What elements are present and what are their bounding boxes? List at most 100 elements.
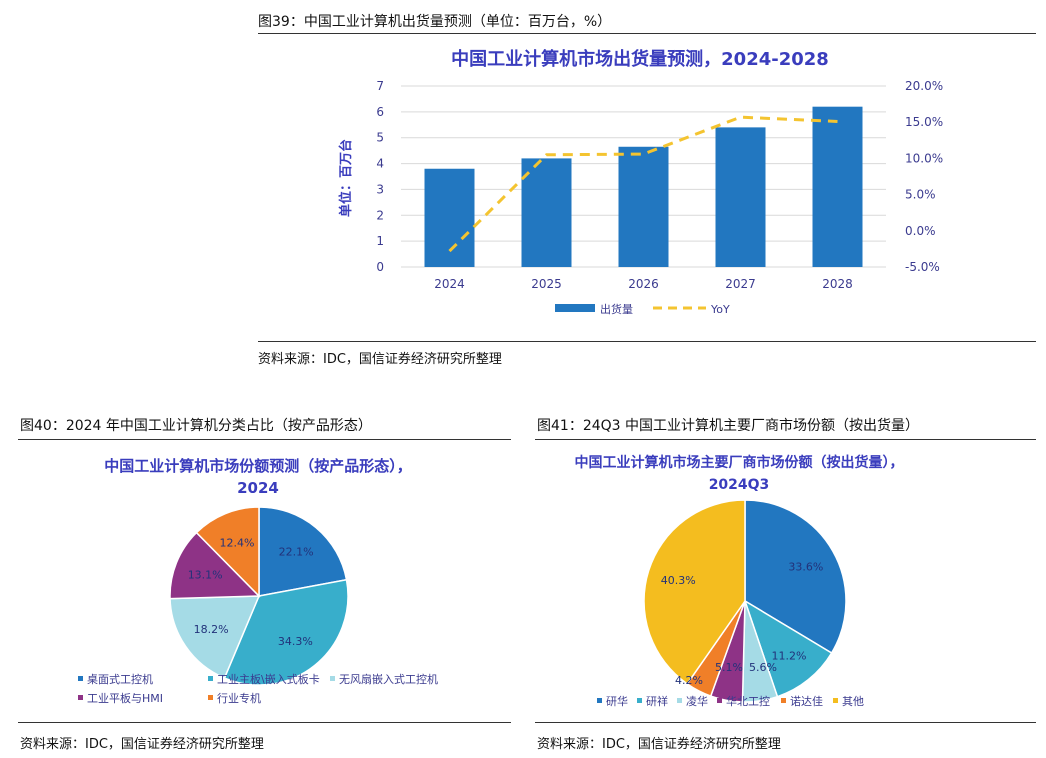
pie-slice-无风扇嵌入式工控机 xyxy=(169,595,261,680)
bar-chart-right-axis: -5.0% 0.0% 5.0% 10.0% 15.0% 20.0% xyxy=(905,79,943,274)
pie-slice-工业平板与HMI xyxy=(169,531,261,600)
pie-slice-label: 33.6% xyxy=(788,561,823,574)
legend-swatch xyxy=(717,698,722,703)
left-tick-label: 5 xyxy=(376,131,384,145)
figure-40-source: 资料来源：IDC，国信证券经济研究所整理 xyxy=(20,737,264,752)
legend-label: 凌华 xyxy=(686,694,708,708)
left-tick-label: 2 xyxy=(376,208,384,222)
pie-slice-label: 5.1% xyxy=(715,661,743,674)
legend-swatch xyxy=(78,676,83,681)
x-tick-label: 2026 xyxy=(628,277,659,291)
legend-swatch-shipments xyxy=(555,304,595,312)
figure-41-bottom-rule xyxy=(535,722,1036,723)
x-tick-label: 2027 xyxy=(725,277,756,291)
figure-39-bottom-rule xyxy=(258,341,1036,342)
pie-slice-label: 40.3% xyxy=(661,574,696,587)
pie-slice-label: 11.2% xyxy=(771,649,806,662)
pie-slice-桌面式工控机 xyxy=(258,506,348,597)
legend-label-yoy: YoY xyxy=(710,303,730,316)
legend-swatch xyxy=(637,698,642,703)
pie2-slice-labels: 33.6% 11.2%5.6% 5.1% 4.2% 40.3% xyxy=(661,561,824,687)
left-tick-label: 1 xyxy=(376,234,384,248)
x-tick-label: 2025 xyxy=(531,277,562,291)
left-tick-label: 7 xyxy=(376,79,384,93)
right-tick-label: 10.0% xyxy=(905,151,943,165)
bar-2027 xyxy=(715,127,766,267)
pie2-title-line1: 中国工业计算机市场主要厂商市场份额（按出货量）， xyxy=(575,454,904,471)
figure-39-top-rule xyxy=(258,33,1036,34)
pie2-title-line2: 2024Q3 xyxy=(709,477,770,493)
pie-slice-label: 4.2% xyxy=(675,674,703,687)
legend-label: 桌面式工控机 xyxy=(87,672,153,686)
bar-2026 xyxy=(618,146,669,267)
x-tick-label: 2028 xyxy=(822,277,853,291)
legend-label: 行业专机 xyxy=(217,691,261,705)
legend-label: 无风扇嵌入式工控机 xyxy=(339,672,438,686)
pie-slice-label: 5.6% xyxy=(749,661,777,674)
legend-swatch xyxy=(677,698,682,703)
bar-chart-legend: 出货量 YoY xyxy=(555,302,730,316)
bar-chart-bars xyxy=(424,106,863,267)
legend-label: 其他 xyxy=(842,695,864,708)
legend-label: 华北工控 xyxy=(726,694,770,708)
pie2-legend: 研华 研祥 凌华 华北工控 诺达佳 其他 xyxy=(597,694,864,708)
legend-label: 工业平板与HMI xyxy=(87,691,163,705)
pie1-slice-labels: 22.1% 34.3% 18.2% 13.1% 12.4% xyxy=(188,536,314,648)
legend-swatch xyxy=(781,698,786,703)
pie-slice-label: 18.2% xyxy=(194,623,229,636)
legend-label: 研华 xyxy=(606,694,628,708)
bar-2024 xyxy=(424,168,475,267)
yoy-line xyxy=(448,115,838,253)
right-tick-label: -5.0% xyxy=(905,260,940,274)
bar-2025 xyxy=(521,158,572,267)
legend-label: 诺达佳 xyxy=(790,694,823,708)
product-form-share-pie-chart: 中国工业计算机市场份额预测（按产品形态）， 2024 22.1% 34.3% 18.… xyxy=(78,457,438,705)
figure-41-caption: 图41：24Q3 中国工业计算机主要厂商市场份额（按出货量） xyxy=(537,418,920,434)
shipment-forecast-chart: 中国工业计算机市场出货量预测，2024-2028 单位：百万台 0 1 2 3 4 5 6 7… xyxy=(338,48,943,316)
right-tick-label: 20.0% xyxy=(905,79,943,93)
figure-41-source: 资料来源：IDC，国信证券经济研究所整理 xyxy=(537,737,781,752)
legend-swatch xyxy=(833,698,838,703)
pie-slice-其他 xyxy=(643,499,746,685)
vendor-share-pie-chart: 中国工业计算机市场主要厂商市场份额（按出货量）， 2024Q3 33.6% 11.… xyxy=(575,454,904,708)
left-tick-label: 6 xyxy=(376,105,384,119)
right-tick-label: 15.0% xyxy=(905,115,943,129)
left-tick-label: 4 xyxy=(376,157,384,171)
bar-chart-y-axis-label: 单位：百万台 xyxy=(338,139,354,217)
bar-chart-x-axis: 2024 2025 2026 2027 2028 xyxy=(434,277,853,291)
pie1-title-line2: 2024 xyxy=(237,479,279,497)
pie-slice-行业专机 xyxy=(195,506,260,598)
bar-chart-title: 中国工业计算机市场出货量预测，2024-2028 xyxy=(451,48,829,70)
figure-39-source: 资料来源：IDC，国信证券经济研究所整理 xyxy=(258,352,502,367)
figure-41-top-rule xyxy=(535,439,1036,440)
pie-slice-label: 12.4% xyxy=(220,536,255,549)
figure-40-top-rule xyxy=(18,439,511,440)
pie-slice-研华 xyxy=(744,499,847,654)
legend-swatch xyxy=(208,695,213,700)
bar-chart-left-axis: 0 1 2 3 4 5 6 7 xyxy=(376,79,384,274)
legend-label: 工业主板\嵌入式板卡 xyxy=(217,672,320,686)
pie-slice-label: 22.1% xyxy=(279,545,314,558)
legend-label-shipments: 出货量 xyxy=(600,302,633,316)
pie1-title-line1: 中国工业计算机市场份额预测（按产品形态）， xyxy=(104,457,412,475)
legend-label: 研祥 xyxy=(646,694,668,708)
legend-swatch xyxy=(78,695,83,700)
left-tick-label: 3 xyxy=(376,182,384,196)
bar-2028 xyxy=(812,106,863,267)
figure-40-bottom-rule xyxy=(18,722,511,723)
figure-40-caption: 图40：2024 年中国工业计算机分类占比（按产品形态） xyxy=(20,418,372,434)
right-tick-label: 5.0% xyxy=(905,188,936,202)
pie1-slices xyxy=(169,506,349,686)
legend-swatch xyxy=(208,676,213,681)
legend-swatch xyxy=(330,676,335,681)
pie2-slices xyxy=(643,499,847,703)
pie-slice-label: 34.3% xyxy=(278,635,313,648)
legend-swatch xyxy=(597,698,602,703)
bar-chart-yoy-line xyxy=(448,115,838,253)
figure-39-caption: 图39：中国工业计算机出货量预测（单位：百万台，%） xyxy=(258,14,612,30)
pie-slice-label: 13.1% xyxy=(188,568,223,581)
pie-slice-研祥 xyxy=(743,599,833,698)
left-tick-label: 0 xyxy=(376,260,384,274)
x-tick-label: 2024 xyxy=(434,277,465,291)
